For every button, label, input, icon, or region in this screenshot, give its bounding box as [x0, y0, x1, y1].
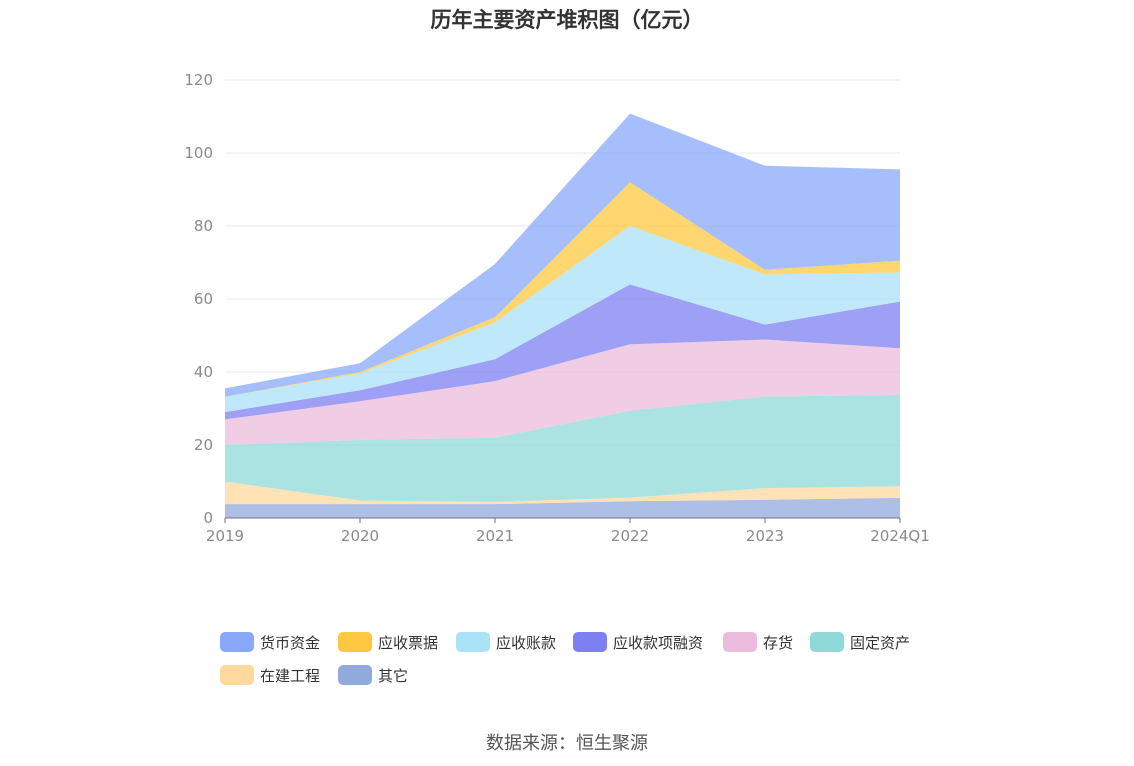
stacked-area-chart: 0 20 40 60 80 100 120 2019 2020 2021 2022 2023 2024Q… — [184, 71, 929, 545]
area-series-5 — [225, 226, 900, 413]
legend-item[interactable]: 在建工程 — [220, 664, 320, 686]
x-tick-label: 2023 — [746, 527, 784, 545]
legend-label: 货币资金 — [260, 633, 321, 652]
chart-title: 历年主要资产堆积图（亿元） — [430, 8, 704, 32]
area-series-4 — [225, 284, 900, 420]
legend-item[interactable]: 其它 — [338, 664, 408, 686]
legend-swatch — [810, 632, 844, 652]
legend-label: 在建工程 — [260, 666, 321, 685]
axes: 0 20 40 60 80 100 120 2019 2020 2021 2022 2023 2024Q… — [184, 71, 929, 545]
legend-item[interactable]: 应收票据 — [338, 631, 438, 653]
y-tick-label: 0 — [203, 509, 213, 527]
area-series-3 — [225, 339, 900, 445]
x-tick-label: 2021 — [476, 527, 514, 545]
legend-label: 固定资产 — [850, 633, 911, 652]
legend-item[interactable]: 应收账款 — [456, 631, 556, 653]
legend-swatch — [723, 632, 757, 652]
legend-swatch — [338, 632, 372, 652]
legend-label: 应收票据 — [378, 633, 439, 652]
x-tick-label: 2020 — [341, 527, 379, 545]
legend-swatch — [573, 632, 607, 652]
y-tick-label: 20 — [194, 436, 213, 454]
legend-item[interactable]: 应收款项融资 — [573, 631, 703, 653]
legend-item[interactable]: 货币资金 — [220, 631, 320, 653]
data-source-note: 数据来源：恒生聚源 — [486, 733, 648, 754]
y-tick-label: 80 — [194, 217, 213, 235]
y-tick-label: 120 — [184, 71, 213, 89]
legend-label: 应收账款 — [496, 633, 557, 652]
area-series-2 — [225, 395, 900, 502]
x-tick-label: 2019 — [206, 527, 244, 545]
area-series-7 — [225, 113, 900, 397]
legend-item[interactable]: 存货 — [723, 631, 793, 653]
legend-swatch — [456, 632, 490, 652]
y-tick-label: 60 — [194, 290, 213, 308]
area-series-0 — [225, 497, 900, 518]
legend-swatch — [220, 665, 254, 685]
legend-swatch — [338, 665, 372, 685]
y-tick-label: 40 — [194, 363, 213, 381]
legend-label: 应收款项融资 — [613, 633, 704, 652]
area-layers — [225, 113, 900, 518]
area-series-1 — [225, 481, 900, 505]
legend-label: 其它 — [378, 666, 409, 685]
legend-item[interactable]: 固定资产 — [810, 631, 910, 653]
x-tick-label: 2022 — [611, 527, 649, 545]
legend-label: 存货 — [763, 633, 794, 652]
legend-swatch — [220, 632, 254, 652]
x-tick-label: 2024Q1 — [870, 527, 930, 545]
y-tick-label: 100 — [184, 144, 213, 162]
